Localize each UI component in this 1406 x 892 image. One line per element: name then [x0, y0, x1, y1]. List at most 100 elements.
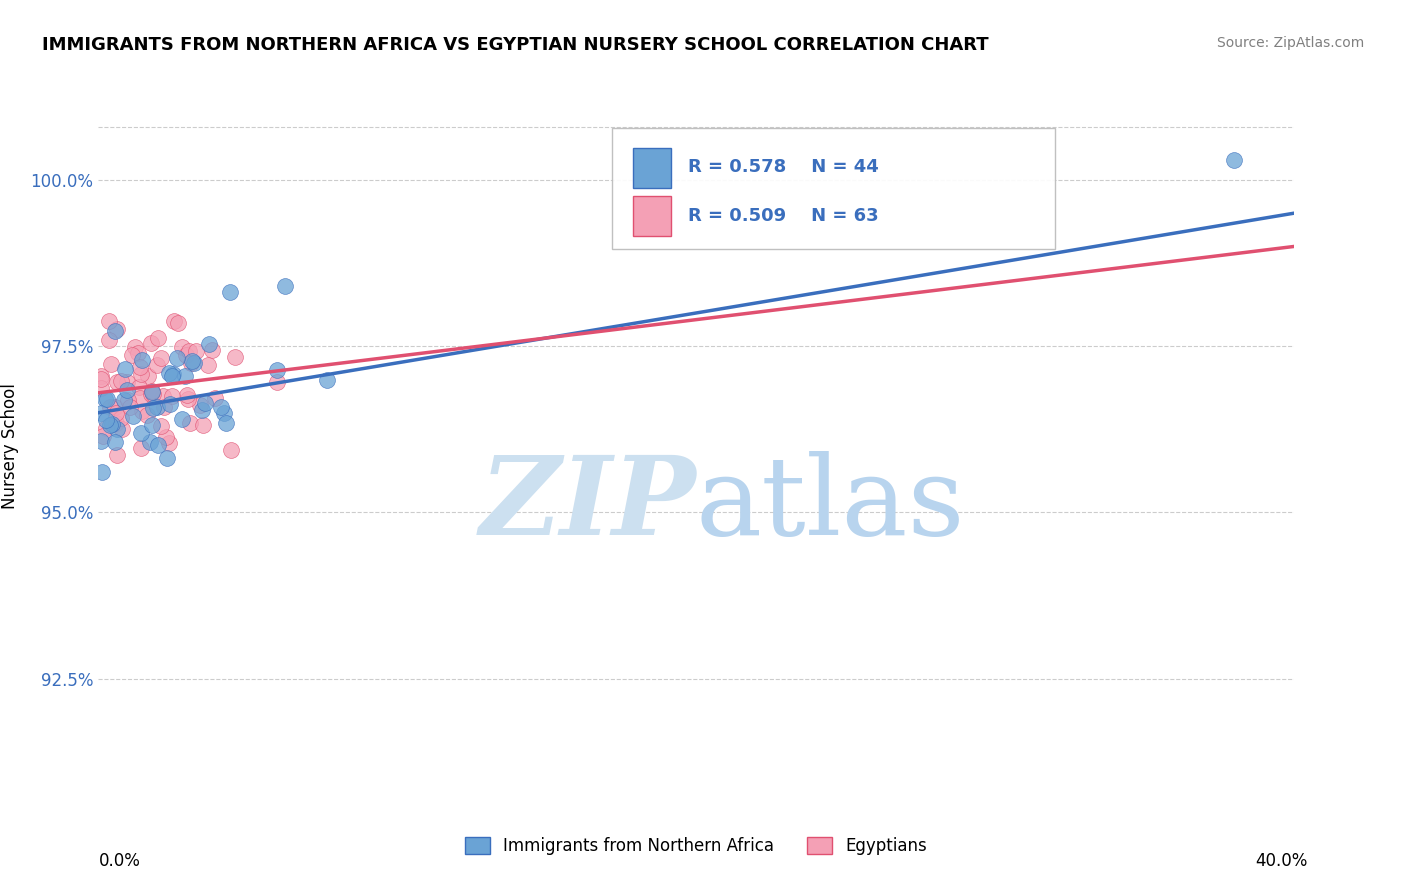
Point — [110, 374, 132, 388]
Point — [112, 393, 135, 408]
Point — [94, 413, 117, 427]
Point — [197, 358, 219, 372]
Point — [129, 441, 152, 455]
Point — [98, 418, 121, 433]
Point — [146, 437, 169, 451]
Point — [224, 351, 246, 365]
Point — [141, 384, 163, 398]
Point — [146, 401, 169, 415]
Point — [162, 367, 184, 381]
Point — [104, 416, 127, 430]
Point — [90, 434, 112, 449]
Point — [146, 359, 169, 373]
Point — [118, 401, 141, 415]
Point — [129, 360, 152, 375]
Point — [129, 426, 152, 441]
Point — [181, 353, 204, 368]
Point — [191, 417, 214, 432]
Point — [212, 406, 235, 420]
Point — [219, 285, 242, 300]
Point — [159, 397, 181, 411]
Point — [150, 419, 173, 434]
Point — [215, 417, 238, 431]
Point — [131, 404, 153, 418]
Text: IMMIGRANTS FROM NORTHERN AFRICA VS EGYPTIAN NURSERY SCHOOL CORRELATION CHART: IMMIGRANTS FROM NORTHERN AFRICA VS EGYPT… — [42, 36, 988, 54]
Point — [170, 340, 193, 354]
Point — [101, 417, 124, 431]
Point — [173, 368, 195, 383]
FancyBboxPatch shape — [633, 147, 671, 188]
Point — [160, 368, 183, 383]
Text: ZIP: ZIP — [479, 450, 696, 558]
Point — [194, 396, 217, 410]
Point — [124, 340, 146, 354]
Point — [274, 279, 297, 293]
Point — [149, 351, 172, 366]
Legend: Immigrants from Northern Africa, Egyptians: Immigrants from Northern Africa, Egyptia… — [458, 830, 934, 862]
Text: R = 0.509    N = 63: R = 0.509 N = 63 — [688, 207, 879, 225]
Point — [155, 429, 177, 443]
Point — [127, 346, 149, 360]
Point — [142, 401, 165, 416]
Point — [176, 348, 198, 362]
Point — [94, 421, 117, 435]
Point — [90, 406, 112, 420]
Point — [176, 388, 198, 402]
Point — [190, 402, 212, 417]
Point — [197, 337, 219, 351]
Point — [115, 383, 138, 397]
Point — [184, 343, 207, 358]
Point — [166, 316, 188, 330]
Point — [152, 389, 174, 403]
Point — [136, 408, 159, 422]
Point — [121, 348, 143, 362]
Point — [104, 400, 127, 414]
Point — [156, 450, 179, 465]
Point — [91, 466, 114, 480]
Point — [98, 401, 121, 415]
Point — [219, 443, 242, 458]
Point — [104, 324, 127, 338]
Point — [141, 385, 163, 400]
Point — [139, 434, 162, 449]
Point — [114, 361, 136, 376]
Point — [128, 391, 150, 405]
Point — [152, 400, 174, 414]
Point — [142, 386, 165, 401]
Point — [97, 314, 120, 328]
Point — [163, 314, 186, 328]
Point — [107, 375, 129, 389]
Point — [90, 372, 112, 386]
Point — [122, 409, 145, 424]
Point — [188, 398, 211, 412]
Point — [111, 422, 134, 436]
Point — [96, 392, 118, 406]
Point — [131, 367, 153, 381]
Point — [201, 343, 224, 358]
Point — [266, 363, 288, 377]
Point — [115, 375, 138, 389]
Point — [179, 416, 201, 430]
Point — [117, 392, 139, 407]
Point — [1223, 153, 1246, 167]
Point — [157, 436, 180, 450]
Point — [90, 381, 112, 395]
Text: atlas: atlas — [696, 451, 966, 558]
Text: 40.0%: 40.0% — [1256, 852, 1308, 870]
Point — [90, 369, 112, 384]
Point — [146, 331, 169, 345]
Text: R = 0.578    N = 44: R = 0.578 N = 44 — [688, 158, 879, 177]
Point — [94, 392, 117, 406]
Point — [128, 380, 150, 394]
Point — [105, 406, 128, 420]
Point — [97, 333, 120, 347]
Point — [141, 417, 163, 432]
FancyBboxPatch shape — [633, 196, 671, 236]
Point — [172, 411, 194, 425]
Point — [91, 429, 114, 443]
Point — [183, 356, 205, 370]
Point — [131, 353, 153, 368]
Point — [266, 375, 288, 389]
Point — [316, 373, 339, 387]
Point — [100, 357, 122, 371]
